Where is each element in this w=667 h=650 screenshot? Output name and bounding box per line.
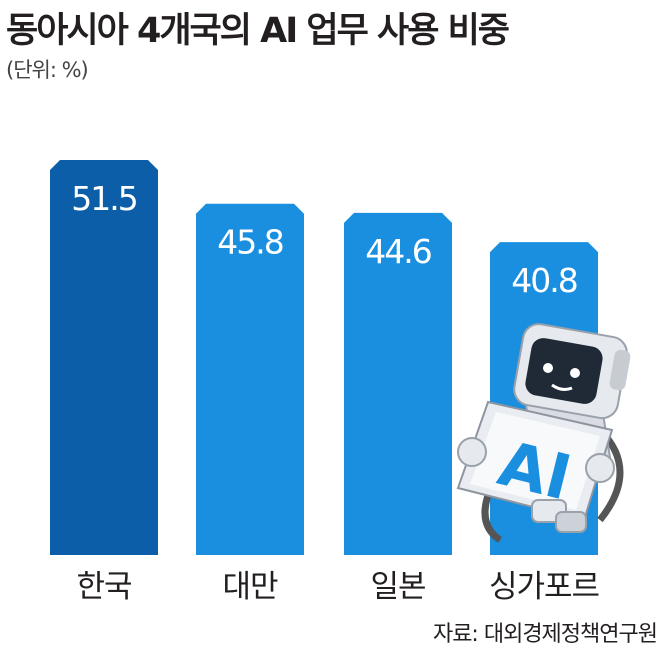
source-note: 자료: 대외경제정책연구원 bbox=[432, 622, 658, 647]
chart-title: 동아시아 4개국의 AI 업무 사용 비중 bbox=[6, 11, 510, 51]
unit-label: (단위: %) bbox=[6, 58, 89, 82]
bar-2 bbox=[196, 203, 304, 555]
category-labels: 한국 대만 일본 싱가포르 bbox=[76, 569, 600, 605]
bar-3 bbox=[344, 212, 452, 555]
category-label: 싱가포르 bbox=[489, 569, 599, 605]
category-label: 일본 bbox=[370, 569, 425, 605]
robot-illustration: AI bbox=[456, 323, 631, 543]
category-label: 한국 bbox=[76, 569, 131, 605]
bar-value-label: 40.8 bbox=[511, 261, 576, 300]
category-label: 대만 bbox=[222, 569, 278, 605]
bar-value-label: 51.5 bbox=[71, 179, 136, 218]
bar-value-label: 45.8 bbox=[217, 223, 282, 262]
bar-value-label: 44.6 bbox=[365, 232, 430, 271]
bar-1 bbox=[50, 160, 158, 555]
